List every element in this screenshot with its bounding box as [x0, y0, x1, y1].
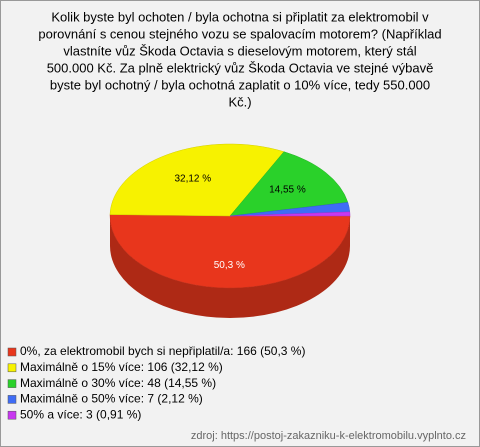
legend-label: 50% a více: 3 (0,91 %): [20, 407, 141, 421]
chart-title: porovnání s cenou stejného vozu se spalo…: [38, 26, 441, 41]
legend-swatch: [7, 410, 17, 420]
slice: [229, 211, 351, 217]
legend-swatch: [7, 379, 17, 388]
legend-swatch: [7, 347, 17, 357]
legend-swatch: [7, 395, 17, 404]
source: zdroj: https://postoj-zakazniku-k-elektr…: [191, 430, 466, 442]
chart-title: Kč.): [228, 94, 251, 109]
legend-label: Maximálně o 30% více: 48 (14,55 %): [20, 376, 216, 390]
data-label: 32,12 %: [174, 174, 211, 185]
chart-title: vlastníte vůz Škoda Octavia s dieselovým…: [63, 43, 416, 58]
slice: [109, 214, 351, 289]
legend-swatch: [7, 363, 17, 373]
slice-side: [110, 216, 350, 318]
legend-label: Maximálně o 50% více: 7 (2,12 %): [20, 392, 203, 406]
data-label: 14,55 %: [269, 185, 306, 196]
chart-title: byste byl ochotný / byla ochotná zaplati…: [50, 77, 430, 92]
chart-title: Kolik byste byl ochoten / byla ochotna s…: [51, 9, 429, 24]
slice: [109, 143, 285, 217]
legend-label: 0%, za elektromobil bych si nepřiplatil/…: [20, 344, 305, 358]
chart-title: 500.000 Kč. Za plně elektrický vůz Škoda…: [47, 60, 434, 75]
slice: [229, 151, 349, 217]
data-label: 50,3 %: [214, 260, 245, 271]
legend-label: Maximálně o 15% více: 106 (32,12 %): [20, 360, 223, 374]
